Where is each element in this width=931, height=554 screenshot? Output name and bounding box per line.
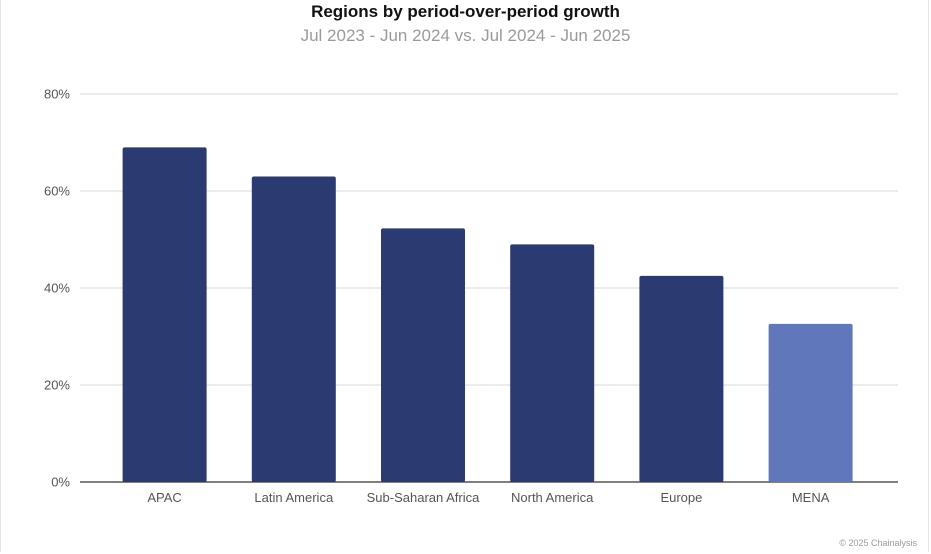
y-tick-label: 80% (44, 87, 70, 102)
y-tick-label: 40% (44, 281, 70, 296)
x-tick-label: MENA (792, 490, 830, 505)
x-tick-label: Sub-Saharan Africa (367, 490, 481, 505)
bar-europe (639, 275, 724, 482)
y-tick-label: 0% (51, 475, 70, 490)
bars (122, 147, 853, 482)
bar-latin-america (251, 176, 336, 482)
x-tick-label: North America (511, 490, 594, 505)
y-tick-label: 20% (44, 378, 70, 393)
x-tick-label: Europe (660, 490, 702, 505)
bar-north-america (510, 244, 595, 482)
chart-subtitle: Jul 2023 - Jun 2024 vs. Jul 2024 - Jun 2… (300, 26, 631, 45)
x-tick-label: APAC (147, 490, 181, 505)
chart-title: Regions by period-over-period growth (311, 2, 620, 21)
y-tick-label: 60% (44, 184, 70, 199)
x-axis-ticks: APAC Latin America Sub-Saharan Africa North… (147, 490, 829, 505)
bar-mena (768, 323, 853, 482)
bar-apac (122, 147, 207, 482)
credit-text: © 2025 Chainalysis (839, 538, 917, 548)
x-tick-label: Latin America (254, 490, 334, 505)
y-axis-ticks: 0% 20% 40% 60% 80% (44, 87, 70, 490)
gridlines (80, 93, 898, 483)
bar-sub-saharan-africa (381, 228, 465, 482)
